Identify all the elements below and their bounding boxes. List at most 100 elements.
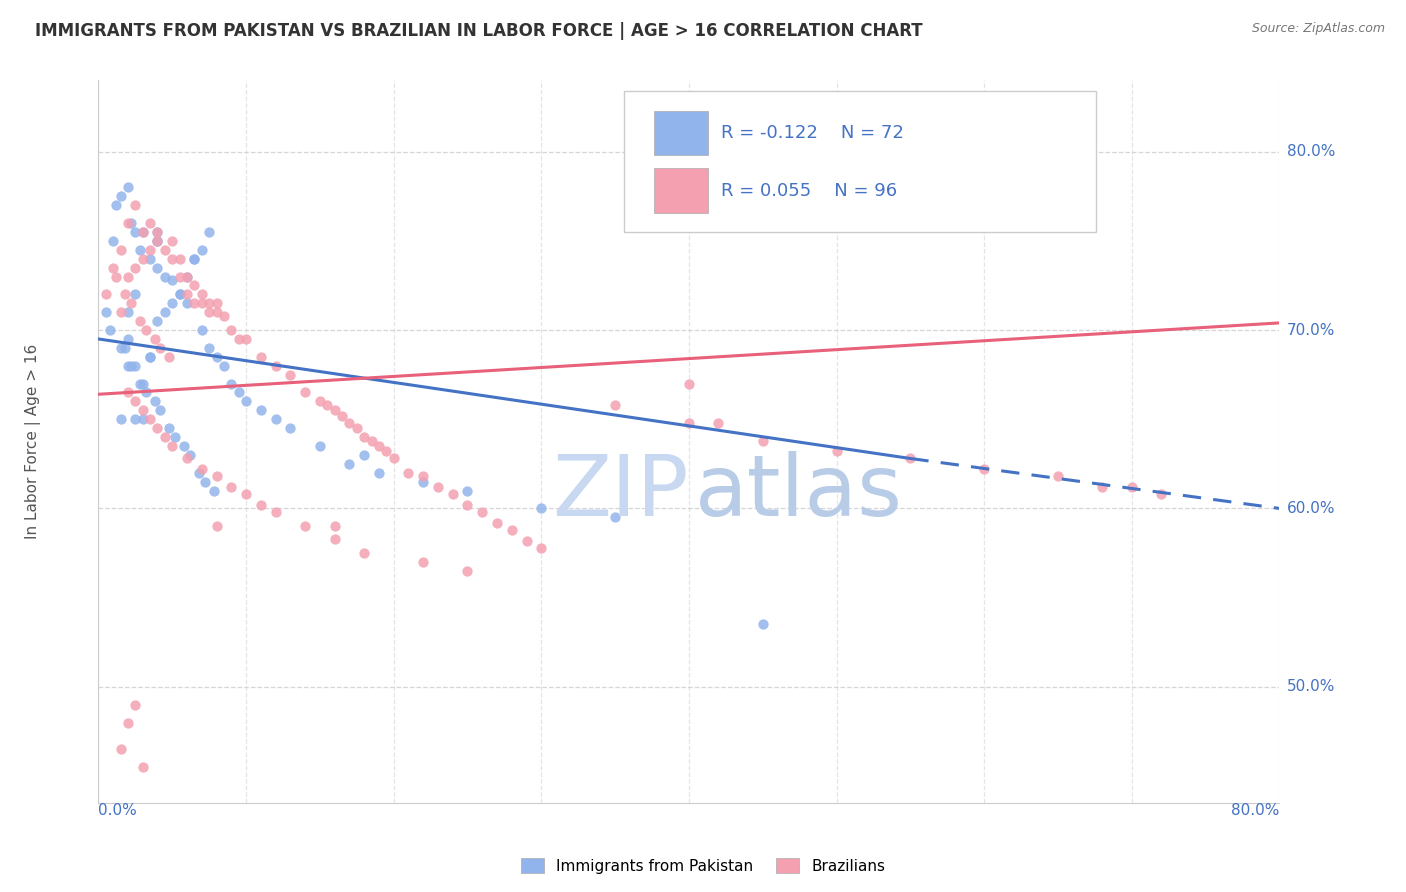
Point bbox=[264, 412, 287, 426]
Point bbox=[1046, 469, 1070, 483]
Point bbox=[98, 323, 121, 337]
Text: 80.0%: 80.0% bbox=[1286, 145, 1336, 159]
Text: 50.0%: 50.0% bbox=[1286, 680, 1336, 694]
Point bbox=[117, 359, 139, 373]
Point bbox=[212, 309, 235, 323]
Point bbox=[120, 359, 142, 373]
Point bbox=[132, 412, 155, 426]
Point bbox=[146, 421, 169, 435]
Point bbox=[146, 314, 169, 328]
Text: 70.0%: 70.0% bbox=[1286, 323, 1336, 337]
Point bbox=[191, 287, 214, 301]
Point bbox=[103, 260, 125, 275]
Point bbox=[678, 376, 700, 391]
Point bbox=[752, 617, 775, 632]
Point bbox=[139, 412, 162, 426]
Point bbox=[973, 462, 995, 476]
Text: 0.0%: 0.0% bbox=[98, 803, 138, 818]
Point bbox=[110, 189, 132, 203]
Point bbox=[110, 243, 132, 257]
Point bbox=[176, 269, 198, 284]
Point bbox=[353, 430, 375, 444]
Point bbox=[294, 519, 316, 533]
Point bbox=[250, 403, 273, 417]
Point bbox=[412, 555, 434, 569]
Point bbox=[183, 252, 205, 266]
Point bbox=[368, 466, 391, 480]
Point bbox=[501, 523, 523, 537]
Point bbox=[530, 501, 553, 516]
Point bbox=[120, 296, 142, 310]
Point bbox=[194, 475, 217, 489]
Point bbox=[132, 403, 155, 417]
Point bbox=[117, 180, 139, 194]
Point bbox=[143, 332, 166, 346]
Point bbox=[198, 225, 221, 239]
Point bbox=[162, 273, 183, 287]
Point bbox=[176, 269, 198, 284]
Point bbox=[309, 439, 332, 453]
Point bbox=[153, 243, 176, 257]
Point bbox=[235, 332, 257, 346]
Point bbox=[221, 376, 243, 391]
Point bbox=[176, 451, 198, 466]
Point bbox=[191, 296, 214, 310]
Point bbox=[471, 505, 494, 519]
Point bbox=[280, 421, 302, 435]
Point bbox=[457, 564, 479, 578]
Point bbox=[132, 252, 155, 266]
Point bbox=[114, 287, 136, 301]
Point bbox=[94, 305, 117, 319]
Point bbox=[124, 225, 146, 239]
Point bbox=[368, 439, 391, 453]
Point bbox=[117, 305, 139, 319]
Point bbox=[198, 296, 221, 310]
Point bbox=[486, 516, 509, 530]
Point bbox=[205, 519, 228, 533]
Text: IMMIGRANTS FROM PAKISTAN VS BRAZILIAN IN LABOR FORCE | AGE > 16 CORRELATION CHAR: IMMIGRANTS FROM PAKISTAN VS BRAZILIAN IN… bbox=[35, 22, 922, 40]
Point bbox=[1121, 480, 1143, 494]
Point bbox=[128, 243, 150, 257]
Point bbox=[110, 305, 132, 319]
Point bbox=[264, 359, 287, 373]
Point bbox=[173, 439, 195, 453]
Point bbox=[1150, 487, 1173, 501]
Point bbox=[176, 287, 198, 301]
Point bbox=[427, 480, 450, 494]
Point bbox=[110, 742, 132, 756]
Point bbox=[294, 385, 316, 400]
Point bbox=[280, 368, 302, 382]
Point bbox=[139, 350, 162, 364]
Point bbox=[128, 314, 150, 328]
Point bbox=[205, 305, 228, 319]
Point bbox=[228, 385, 250, 400]
Point bbox=[162, 439, 183, 453]
Point bbox=[339, 416, 361, 430]
Point bbox=[179, 448, 201, 462]
Point bbox=[250, 498, 273, 512]
Point bbox=[191, 462, 214, 476]
Point bbox=[117, 332, 139, 346]
Point bbox=[707, 416, 730, 430]
Point bbox=[605, 398, 627, 412]
Point bbox=[169, 287, 191, 301]
Point bbox=[139, 216, 162, 230]
Point bbox=[139, 350, 162, 364]
Point bbox=[169, 269, 191, 284]
Point bbox=[110, 412, 132, 426]
Point bbox=[124, 260, 146, 275]
Point bbox=[516, 533, 538, 548]
Point bbox=[441, 487, 464, 501]
FancyBboxPatch shape bbox=[624, 91, 1097, 232]
Point bbox=[900, 451, 922, 466]
Point bbox=[162, 234, 183, 248]
Point bbox=[412, 469, 434, 483]
Point bbox=[183, 278, 205, 293]
Text: ZIP: ZIP bbox=[553, 450, 689, 533]
Text: In Labor Force | Age > 16: In Labor Force | Age > 16 bbox=[25, 344, 41, 539]
Point bbox=[360, 434, 382, 448]
Point bbox=[139, 243, 162, 257]
Point bbox=[169, 287, 191, 301]
Point bbox=[183, 252, 205, 266]
Point bbox=[353, 546, 375, 560]
